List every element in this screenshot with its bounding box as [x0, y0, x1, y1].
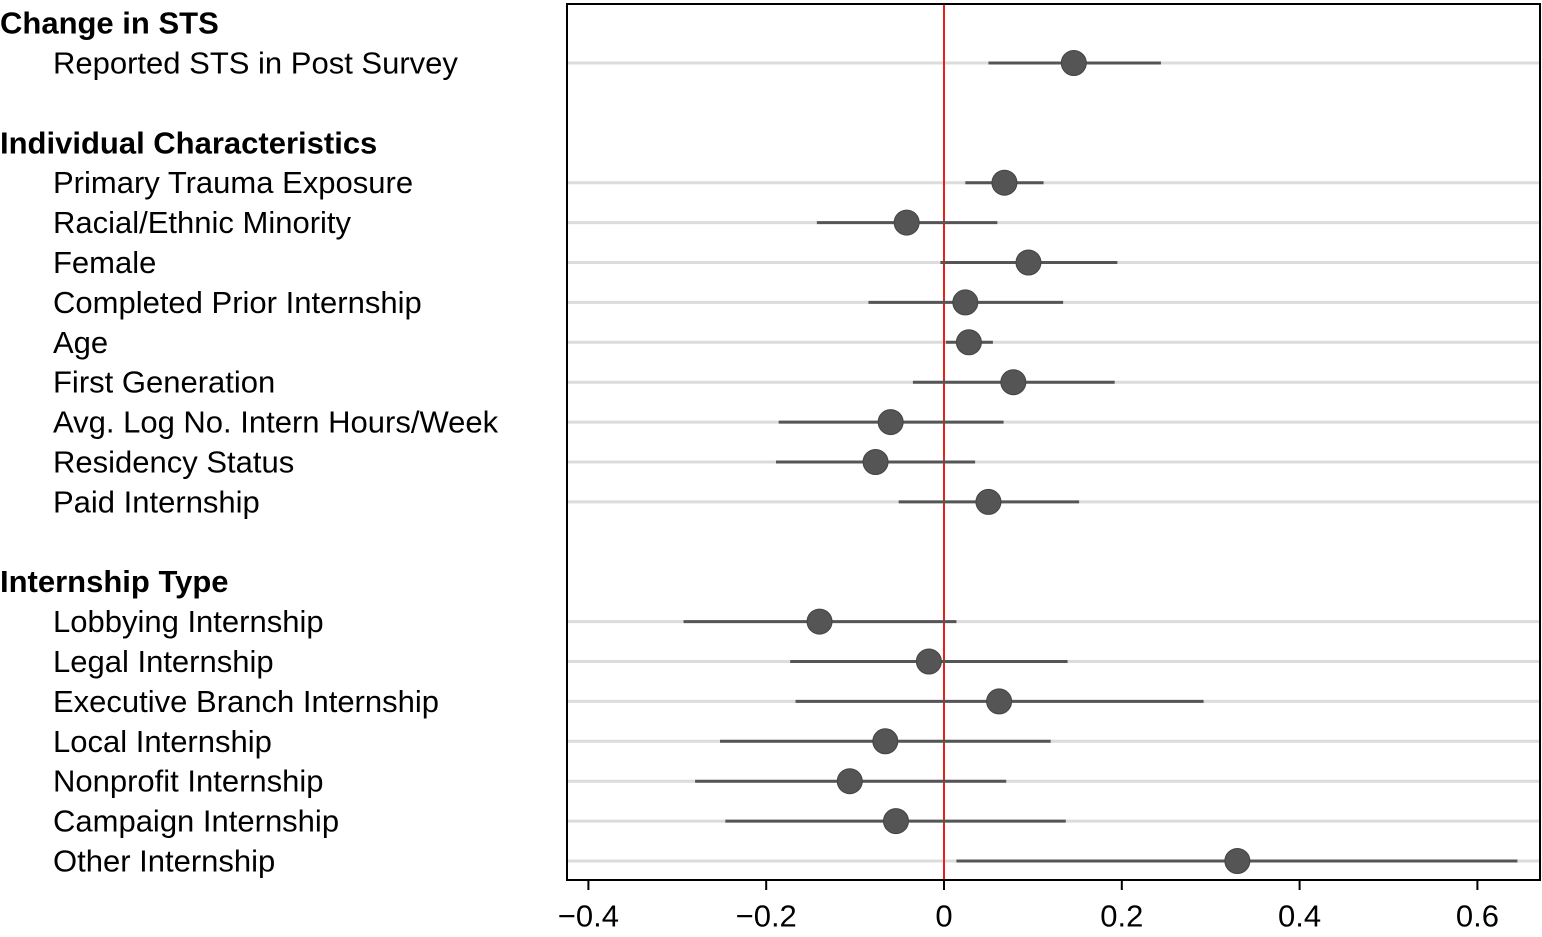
row-label: Primary Trauma Exposure	[53, 165, 413, 200]
row-label: Completed Prior Internship	[53, 285, 422, 320]
group-header: Change in STS	[0, 6, 219, 41]
x-tick-label: 0.6	[1456, 899, 1499, 934]
point-estimate	[991, 169, 1018, 196]
row-label: Racial/Ethnic Minority	[53, 205, 352, 240]
x-tick-label: 0.4	[1278, 899, 1321, 934]
point-estimate	[915, 648, 942, 675]
x-tick-label: 0.2	[1100, 899, 1143, 934]
x-tick-label: −0.4	[558, 899, 619, 934]
point-estimate	[952, 289, 979, 316]
point-estimate	[836, 768, 863, 795]
row-label: Paid Internship	[53, 484, 260, 519]
row-label: Executive Branch Internship	[53, 684, 439, 719]
group-header: Individual Characteristics	[0, 125, 377, 160]
point-estimate	[986, 688, 1013, 715]
row-label: Reported STS in Post Survey	[53, 46, 458, 81]
row-labels: Change in STS Reported STS in Post Survey…	[0, 6, 499, 879]
row-label: Age	[53, 325, 108, 360]
point-estimate	[955, 329, 982, 356]
row-label: First Generation	[53, 365, 275, 400]
row-label: Avg. Log No. Intern Hours/Week	[53, 405, 499, 440]
plot-frame	[566, 3, 1541, 881]
point-estimate	[882, 808, 909, 835]
row-label: Local Internship	[53, 724, 272, 759]
row-label: Campaign Internship	[53, 804, 339, 839]
x-tick-label: −0.2	[736, 899, 797, 934]
row-label: Legal Internship	[53, 644, 274, 679]
row-gridlines	[567, 61, 1540, 863]
point-estimate	[862, 449, 889, 475]
point-estimate	[1015, 249, 1042, 276]
point-estimate	[1000, 369, 1027, 396]
row-label: Lobbying Internship	[53, 604, 324, 639]
point-estimate	[1224, 848, 1251, 874]
point-estimate	[872, 728, 899, 755]
x-tick-label: 0	[935, 899, 952, 934]
point-estimate	[806, 608, 833, 635]
row-label: Other Internship	[53, 844, 275, 879]
point-estimate	[877, 409, 904, 436]
row-label: Residency Status	[53, 445, 294, 480]
group-header: Internship Type	[0, 564, 229, 599]
row-label: Nonprofit Internship	[53, 764, 324, 799]
point-estimate	[893, 209, 920, 236]
estimate-marks	[683, 50, 1518, 874]
row-label: Female	[53, 245, 156, 280]
point-estimate	[1060, 50, 1087, 76]
x-axis: −0.4 −0.2 0 0.2 0.4 0.6	[558, 880, 1499, 934]
point-estimate	[975, 488, 1002, 515]
